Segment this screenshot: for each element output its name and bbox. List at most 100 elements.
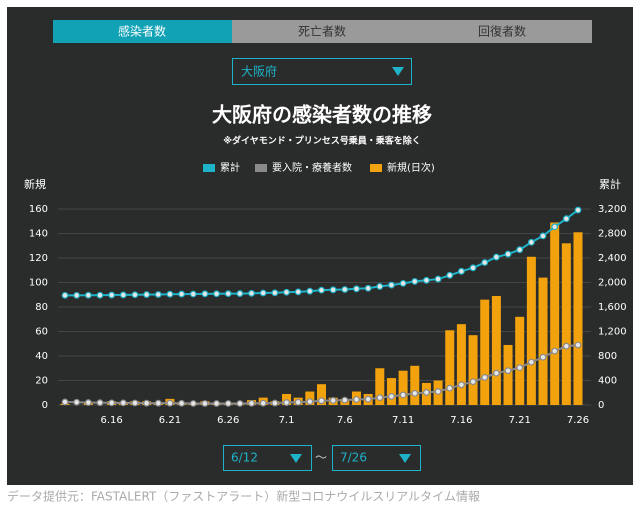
point	[329, 286, 337, 294]
point	[527, 238, 535, 246]
point	[143, 291, 151, 298]
x-tick-label: 6.21	[159, 415, 181, 426]
x-tick-label: 6.26	[217, 415, 239, 426]
tab-label[interactable]: 感染者数	[118, 24, 166, 39]
bar	[503, 344, 513, 405]
point	[119, 399, 127, 407]
point	[248, 289, 255, 297]
point	[143, 399, 151, 407]
point	[73, 291, 81, 299]
range-separator: ～	[315, 451, 327, 465]
point	[96, 399, 104, 407]
point	[341, 396, 349, 404]
bar	[410, 365, 420, 405]
point	[458, 267, 465, 275]
point	[236, 290, 244, 297]
y-tick-label: 0	[42, 400, 48, 411]
point	[131, 291, 139, 299]
point	[492, 369, 500, 377]
point	[551, 223, 559, 231]
point	[84, 399, 92, 406]
point	[399, 279, 407, 287]
point	[504, 250, 512, 258]
point	[423, 389, 430, 396]
point	[504, 367, 512, 375]
tab-label[interactable]: 回復者数	[478, 24, 526, 39]
point	[294, 398, 302, 406]
point	[318, 397, 325, 405]
point	[481, 259, 489, 266]
point	[119, 291, 127, 299]
point	[213, 400, 220, 407]
point	[388, 281, 395, 289]
y2-tick-label: 2,800	[598, 229, 627, 240]
y2-tick-label: 0	[598, 400, 604, 411]
point	[527, 358, 535, 366]
point	[61, 398, 69, 406]
point	[481, 374, 489, 381]
range-end-select[interactable]	[332, 445, 421, 471]
legend-label: 新規(日次)	[387, 161, 435, 174]
point	[446, 384, 454, 392]
region-select[interactable]	[232, 58, 412, 85]
point	[423, 276, 430, 284]
point	[329, 397, 337, 404]
footer-source: データ提供元：FASTALERT（ファストアラート）新型コロナウイルスリアルタイ…	[7, 489, 480, 504]
y2-tick-label: 1,600	[598, 302, 627, 313]
bar	[468, 335, 478, 405]
bar	[538, 277, 548, 405]
y2-tick-label: 400	[598, 376, 617, 387]
y-tick-label: 60	[35, 327, 48, 338]
point	[562, 215, 570, 223]
point	[399, 391, 407, 399]
bar	[456, 324, 466, 405]
point	[61, 291, 69, 299]
x-tick-label: 7.26	[567, 415, 589, 426]
dropdown-arrow	[392, 67, 404, 76]
x-tick-label: 7.21	[509, 415, 531, 426]
point	[201, 290, 209, 298]
bar	[515, 316, 525, 405]
point	[318, 286, 325, 294]
y-axis-title: 新規	[24, 177, 46, 191]
point	[388, 393, 395, 400]
point	[283, 288, 290, 296]
legend-swatch	[203, 164, 215, 172]
x-tick-label: 7.1	[279, 415, 295, 426]
point	[224, 290, 232, 298]
y-tick-label: 80	[35, 302, 48, 313]
tab-active[interactable]	[53, 20, 232, 43]
point	[353, 285, 360, 293]
legend-swatch	[255, 164, 267, 172]
dropdown-arrow	[399, 454, 411, 463]
bar	[386, 378, 396, 405]
legend-swatch	[370, 164, 382, 172]
tab[interactable]	[232, 20, 412, 43]
range-start-select[interactable]	[223, 445, 312, 471]
point	[248, 399, 255, 407]
region-label[interactable]: 大阪府	[241, 64, 277, 79]
bar	[550, 222, 560, 405]
point	[178, 399, 185, 407]
range-start[interactable]: 6/12	[231, 451, 258, 465]
chart-subtitle: ※ダイヤモンド・プリンセス号乗員・乗客を除く	[223, 135, 420, 147]
point	[224, 400, 232, 407]
point	[539, 232, 547, 240]
point	[306, 398, 314, 406]
point	[259, 289, 267, 297]
range-end[interactable]: 7/26	[340, 451, 367, 465]
point	[434, 388, 442, 395]
point	[166, 290, 174, 298]
tab[interactable]	[412, 20, 592, 43]
x-tick-label: 7.11	[392, 415, 414, 426]
legend-label: 累計	[220, 161, 240, 174]
tab-label[interactable]: 死亡者数	[298, 24, 346, 39]
point	[353, 396, 360, 403]
point	[341, 286, 349, 293]
point	[516, 246, 524, 254]
point	[131, 399, 139, 407]
point	[364, 395, 372, 403]
point	[189, 400, 197, 407]
y-tick-label: 140	[29, 229, 48, 240]
point	[574, 341, 582, 349]
